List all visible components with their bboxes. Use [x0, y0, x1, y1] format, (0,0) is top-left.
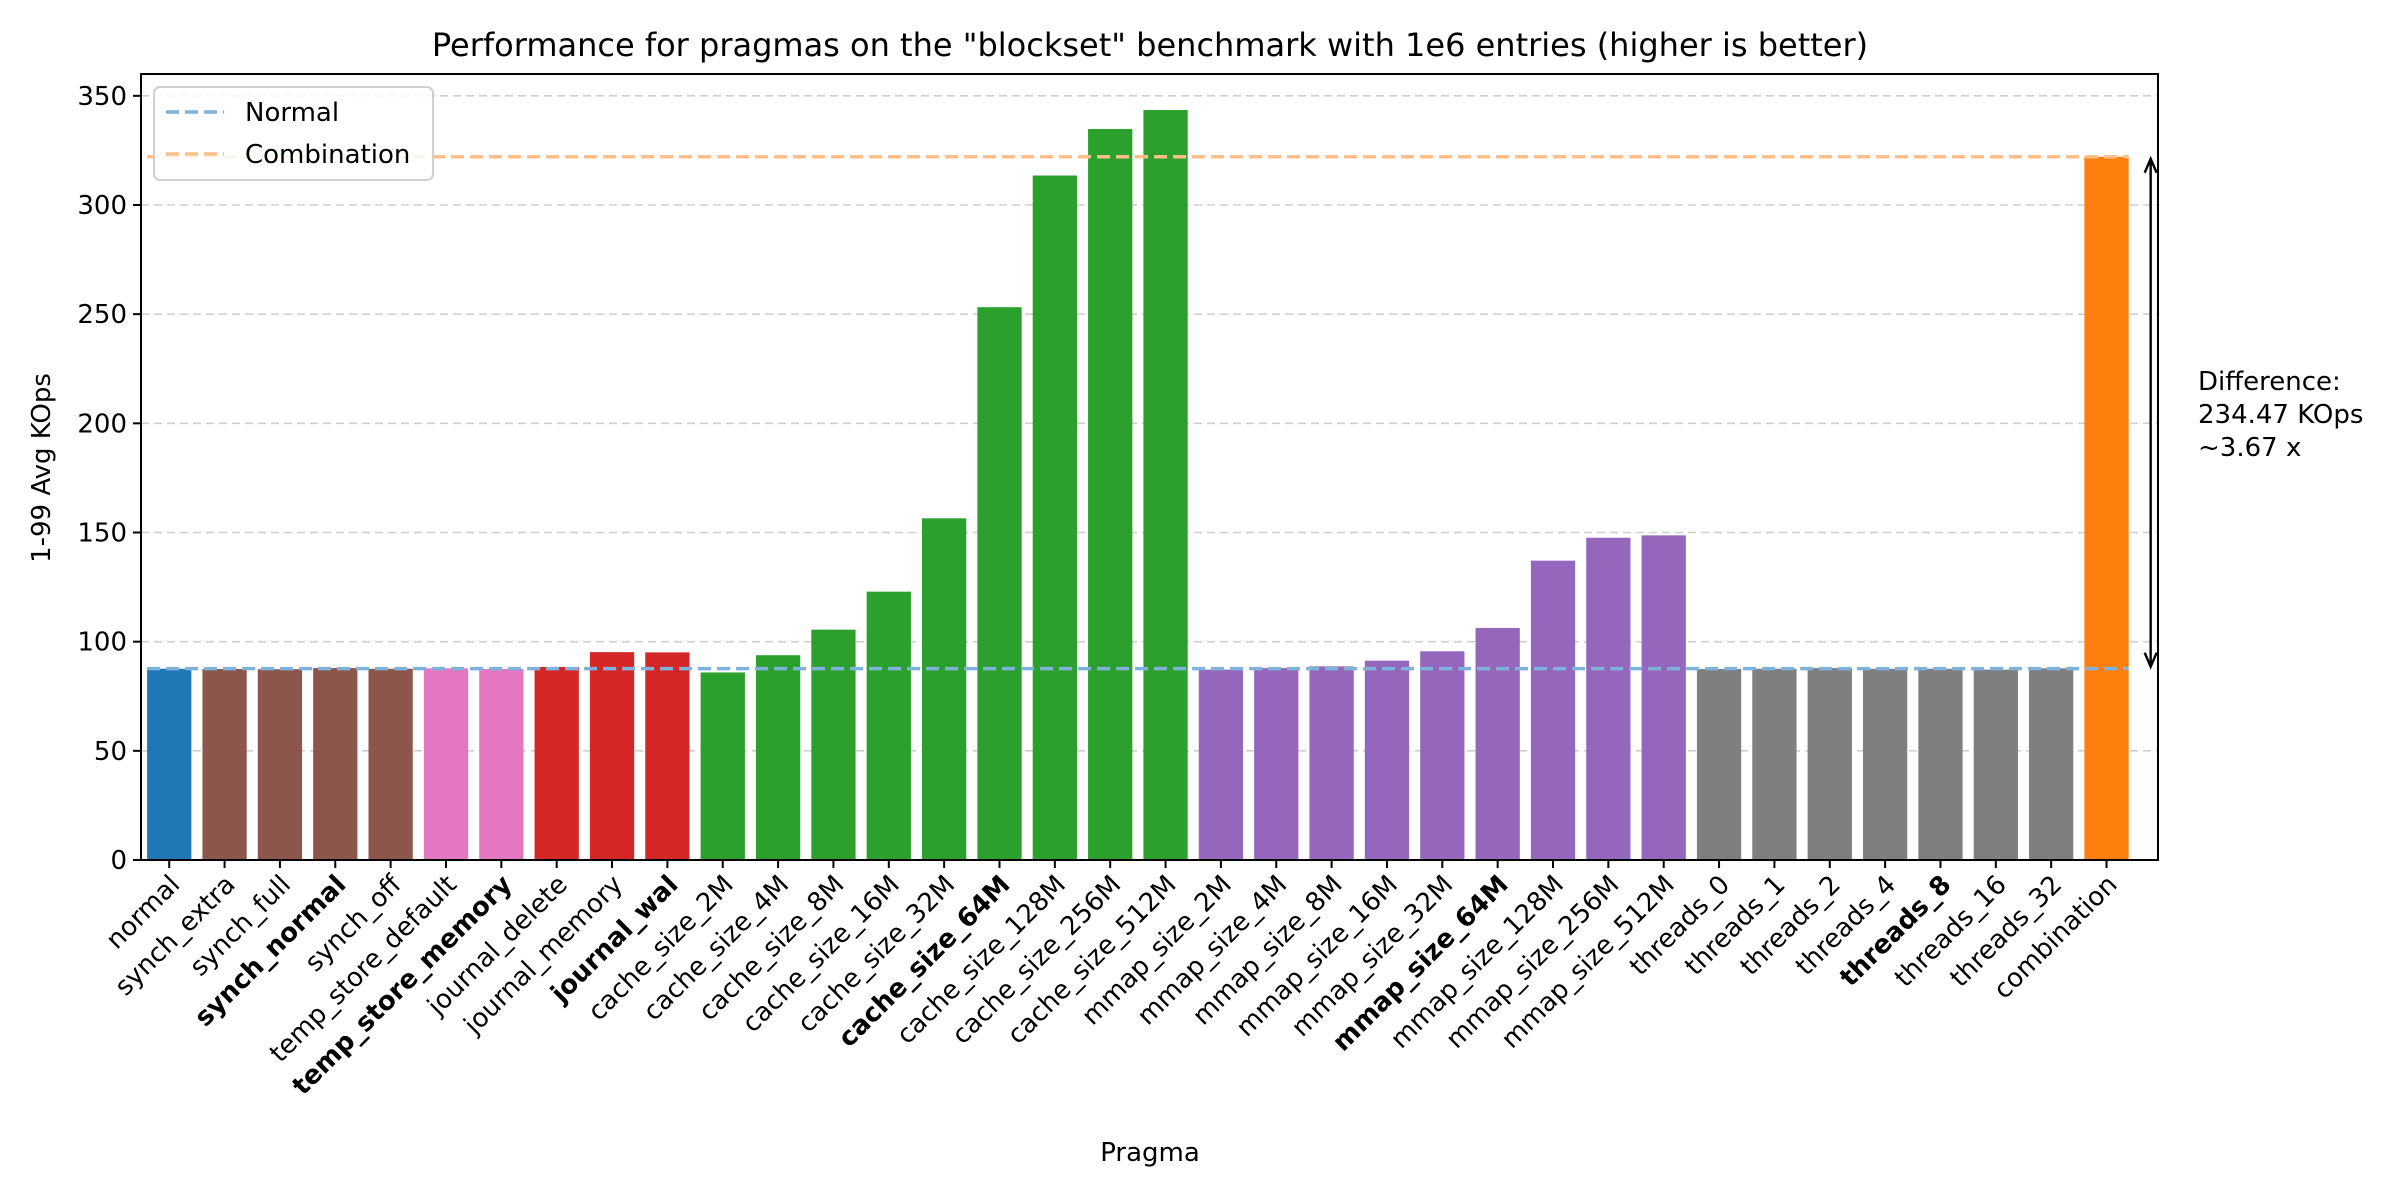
reference-lines: [147, 154, 2129, 671]
bar-temp_store_memory: [479, 668, 524, 860]
bar-threads_32: [2029, 668, 2074, 860]
annotation-line: ~3.67 x: [2198, 433, 2301, 463]
y-tick-label: 250: [77, 300, 127, 330]
bar-cache_size_64M: [977, 307, 1022, 860]
y-tick-label: 100: [77, 628, 127, 658]
y-axis-ticks: 0 50 100 150 200 250 300 350: [77, 82, 141, 876]
bar-mmap_size_512M: [1641, 535, 1686, 860]
legend: Normal Combination: [153, 86, 434, 181]
bar-mmap_size_128M: [1530, 560, 1576, 860]
bar-cache_size_2M: [700, 672, 745, 860]
chart-title: Performance for pragmas on the "blockset…: [432, 26, 1868, 64]
bar-cache_size_512M: [1143, 110, 1188, 860]
bar-combination: [2084, 156, 2129, 860]
plot-frame: [140, 73, 2159, 861]
bar-cache_size_128M: [1032, 175, 1077, 860]
bar-synch_normal: [313, 668, 358, 860]
bar-temp_store_default: [423, 668, 469, 860]
bar-mmap_size_64M: [1475, 627, 1520, 860]
y-axis-label: 1-99 Avg KOps: [27, 373, 57, 563]
bar-mmap_size_16M: [1364, 660, 1410, 860]
legend-label-combination: Combination: [245, 140, 410, 170]
y-tick-label: 50: [94, 737, 127, 767]
bar-synch_full: [257, 669, 303, 860]
bars: [147, 110, 2129, 860]
bar-mmap_size_4M: [1254, 668, 1299, 860]
legend-label-normal: Normal: [245, 98, 339, 128]
bar-threads_8: [1918, 668, 1963, 860]
y-tick-label: 300: [77, 191, 127, 221]
bar-normal: [147, 668, 192, 860]
bar-journal_memory: [589, 652, 635, 860]
y-tick-label: 150: [77, 519, 127, 549]
difference-annotation: Difference:234.47 KOps~3.67 x: [2143, 155, 2363, 670]
bar-synch_off: [368, 668, 413, 860]
bar-mmap_size_8M: [1309, 666, 1354, 860]
y-tick-label: 200: [77, 409, 127, 439]
bar-threads_2: [1807, 668, 1852, 860]
arrow-head-bottom: [2143, 652, 2158, 670]
y-tick-label: 0: [110, 846, 127, 876]
x-axis-label: Pragma: [1100, 1138, 1200, 1168]
bar-mmap_size_32M: [1420, 651, 1465, 860]
bar-cache_size_256M: [1088, 129, 1133, 860]
bar-cache_size_16M: [866, 591, 911, 860]
annotation-line: Difference:: [2198, 367, 2341, 397]
bar-journal_wal: [645, 652, 690, 860]
bar-journal_delete: [534, 666, 579, 860]
bar-threads_1: [1752, 668, 1797, 860]
bar-cache_size_32M: [922, 518, 967, 860]
annotation-line: 234.47 KOps: [2198, 400, 2363, 430]
bar-cache_size_4M: [755, 655, 801, 860]
bar-synch_extra: [202, 668, 247, 860]
bar-cache_size_8M: [811, 629, 856, 860]
bar-threads_0: [1696, 668, 1742, 860]
bar-mmap_size_2M: [1198, 669, 1244, 860]
y-tick-label: 350: [77, 82, 127, 112]
bar-threads_4: [1862, 668, 1908, 860]
bar-mmap_size_256M: [1586, 537, 1631, 860]
bar-threads_16: [1973, 669, 2018, 860]
axes: [140, 73, 2159, 861]
x-axis-ticks: normalsynch_extrasynch_fullsynch_normals…: [101, 860, 2123, 1101]
arrow-head-top: [2143, 155, 2158, 174]
